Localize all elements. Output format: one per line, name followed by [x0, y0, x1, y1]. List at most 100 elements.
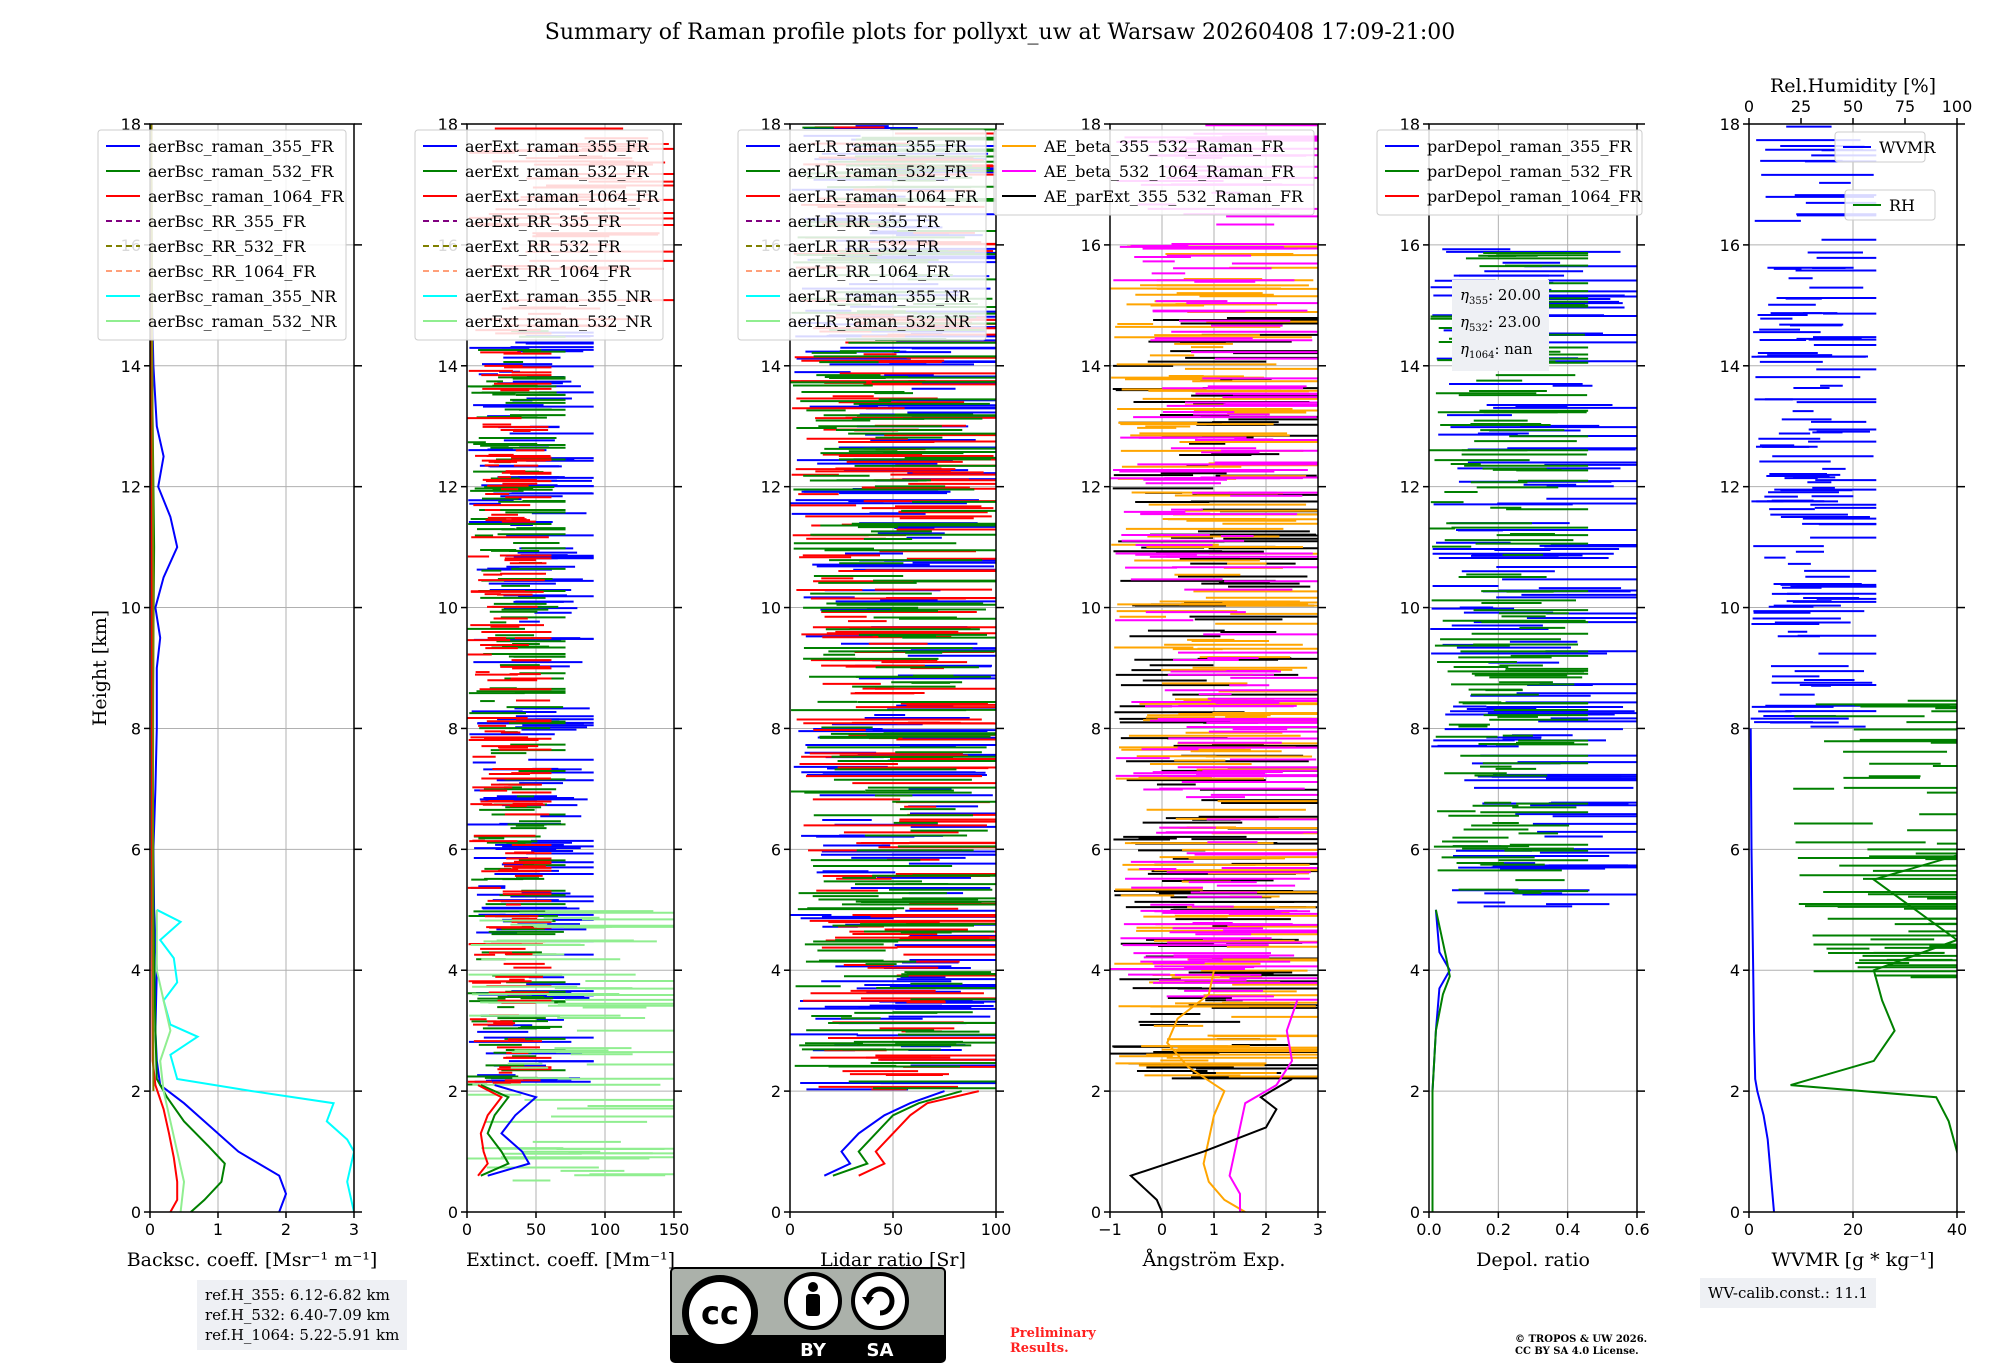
legend-label: aerExt_RR_355_FR — [465, 212, 622, 231]
y-tick-label: 14 — [438, 357, 458, 376]
legend-box — [97, 129, 347, 341]
y-tick-label: 14 — [1400, 357, 1420, 376]
legend-label: aerBsc_raman_355_NR — [148, 287, 337, 306]
y-tick-label: 8 — [1730, 719, 1740, 738]
eta-1064: η1064: nan — [1460, 340, 1533, 361]
x-tick-label: 1 — [1209, 1220, 1219, 1239]
data-area — [1110, 124, 1318, 1212]
x-axis-label: Depol. ratio — [1476, 1249, 1590, 1271]
y-tick-label: 6 — [1091, 840, 1101, 859]
legend-label: aerLR_RR_355_FR — [788, 212, 940, 231]
x-tick-label: 0.4 — [1555, 1220, 1580, 1239]
legend-label: aerLR_raman_355_FR — [788, 137, 968, 156]
y-tick-label: 6 — [1730, 840, 1740, 859]
legend-label: AE_beta_355_532_Raman_FR — [1043, 137, 1285, 156]
y-tick-label: 8 — [131, 719, 141, 738]
legend-label: aerBsc_raman_1064_FR — [148, 187, 345, 206]
y-tick-label: 10 — [438, 599, 458, 618]
reference-heights-box: ref.H_355: 6.12-6.82 km ref.H_532: 6.40-… — [197, 1280, 408, 1350]
legend-label: WVMR — [1879, 138, 1936, 157]
legend-label: aerLR_raman_532_NR — [788, 312, 971, 331]
x-tick-label: 50 — [526, 1220, 546, 1239]
x-tick-label: 100 — [981, 1220, 1012, 1239]
series-parDepol_raman_532_FR — [1431, 909, 1451, 1212]
series-aerExt_raman_532_FR — [480, 1084, 510, 1177]
legend-label: parDepol_raman_532_FR — [1427, 162, 1633, 181]
y-tick-label: 2 — [771, 1082, 781, 1101]
y-tick-label: 6 — [448, 840, 458, 859]
x-tick-label: 0.6 — [1624, 1220, 1649, 1239]
legend-label: aerLR_RR_532_FR — [788, 237, 940, 256]
legend-label: aerBsc_RR_1064_FR — [148, 262, 317, 281]
x-tick-label: 40 — [1947, 1220, 1967, 1239]
y-tick-label: 2 — [1730, 1082, 1740, 1101]
series-AE_beta_532_1064_Raman_FR — [1228, 1000, 1299, 1212]
y-tick-label: 14 — [1720, 357, 1740, 376]
y-tick-label: 12 — [1400, 478, 1420, 497]
x-tick-label: 20 — [1843, 1220, 1863, 1239]
x-tick-label: 0 — [785, 1220, 795, 1239]
eta-box: η355: 20.00 η532: 23.00 η1064: nan — [1452, 280, 1549, 371]
x-axis-label: Ångström Exp. — [1142, 1249, 1286, 1271]
legend-label: aerBsc_raman_532_FR — [148, 162, 334, 181]
top-x-tick-label: 50 — [1843, 97, 1863, 116]
x-tick-label: 150 — [659, 1220, 690, 1239]
legend-label: aerBsc_raman_355_FR — [148, 137, 334, 156]
legend-label: aerExt_raman_532_NR — [465, 312, 653, 331]
legend-box — [414, 129, 664, 341]
legend-label: aerLR_raman_532_FR — [788, 162, 968, 181]
eta-532: η532: 23.00 — [1460, 313, 1541, 334]
share-alike-icon — [851, 1272, 909, 1330]
y-tick-label: 2 — [448, 1082, 458, 1101]
x-axis-label: Lidar ratio [Sr] — [820, 1249, 966, 1271]
y-tick-label: 0 — [1091, 1203, 1101, 1222]
series-aerBsc_raman_1064_FR — [150, 124, 179, 1212]
legend-box — [993, 129, 1315, 216]
x-tick-label: 0.0 — [1416, 1220, 1441, 1239]
y-tick-label: 18 — [1081, 115, 1101, 134]
panel-bsc: 0246810121416180123Backsc. coeff. [Msr⁻¹… — [97, 115, 377, 1271]
series-aerBsc_raman_355_NR — [156, 908, 354, 1212]
top-x-axis-label: Rel.Humidity [%] — [1770, 75, 1936, 97]
series-aerLR_raman_355_FR — [823, 1090, 945, 1177]
legend-label: parDepol_raman_355_FR — [1427, 137, 1633, 156]
y-tick-label: 4 — [448, 961, 458, 980]
legend-box — [1844, 189, 1936, 221]
y-tick-label: 18 — [438, 115, 458, 134]
top-x-tick-label: 75 — [1895, 97, 1915, 116]
legend-label: aerLR_raman_355_NR — [788, 287, 971, 306]
y-tick-label: 16 — [1081, 236, 1101, 255]
legend-label: aerBsc_RR_532_FR — [148, 237, 306, 256]
y-tick-label: 10 — [1081, 599, 1101, 618]
y-tick-label: 0 — [1410, 1203, 1420, 1222]
legend-label: aerExt_RR_532_FR — [465, 237, 622, 256]
legend-label: AE_beta_532_1064_Raman_FR — [1043, 162, 1295, 181]
panel-ext: 024681012141618050100150Extinct. coeff. … — [414, 115, 690, 1271]
y-tick-label: 6 — [1410, 840, 1420, 859]
series-aerBsc_raman_532_NR — [155, 909, 186, 1212]
data-area — [1749, 125, 1957, 1212]
axes-frame — [149, 123, 355, 1213]
svg-text:BY: BY — [800, 1340, 827, 1361]
x-tick-label: 1 — [213, 1220, 223, 1239]
y-tick-label: 0 — [448, 1203, 458, 1222]
series-aerBsc_raman_355_FR — [150, 124, 288, 1212]
y-tick-label: 12 — [761, 478, 781, 497]
y-tick-label: 6 — [131, 840, 141, 859]
y-tick-label: 2 — [1410, 1082, 1420, 1101]
series-RH — [1790, 854, 1957, 1212]
x-tick-label: 0 — [1157, 1220, 1167, 1239]
top-x-tick-label: 100 — [1942, 97, 1973, 116]
legend-box — [1834, 131, 1926, 163]
y-tick-label: 10 — [1720, 599, 1740, 618]
legend-label: aerExt_raman_532_FR — [465, 162, 650, 181]
y-tick-label: 2 — [131, 1082, 141, 1101]
cc-by-sa-badge: cc BY SA — [670, 1267, 946, 1363]
series-WVMR — [1749, 728, 1775, 1212]
legend-label: aerExt_raman_1064_FR — [465, 187, 660, 206]
figure-title: Summary of Raman profile plots for polly… — [544, 20, 1456, 45]
ref-height-1064: ref.H_1064: 5.22-5.91 km — [205, 1326, 400, 1344]
y-tick-label: 4 — [131, 961, 141, 980]
